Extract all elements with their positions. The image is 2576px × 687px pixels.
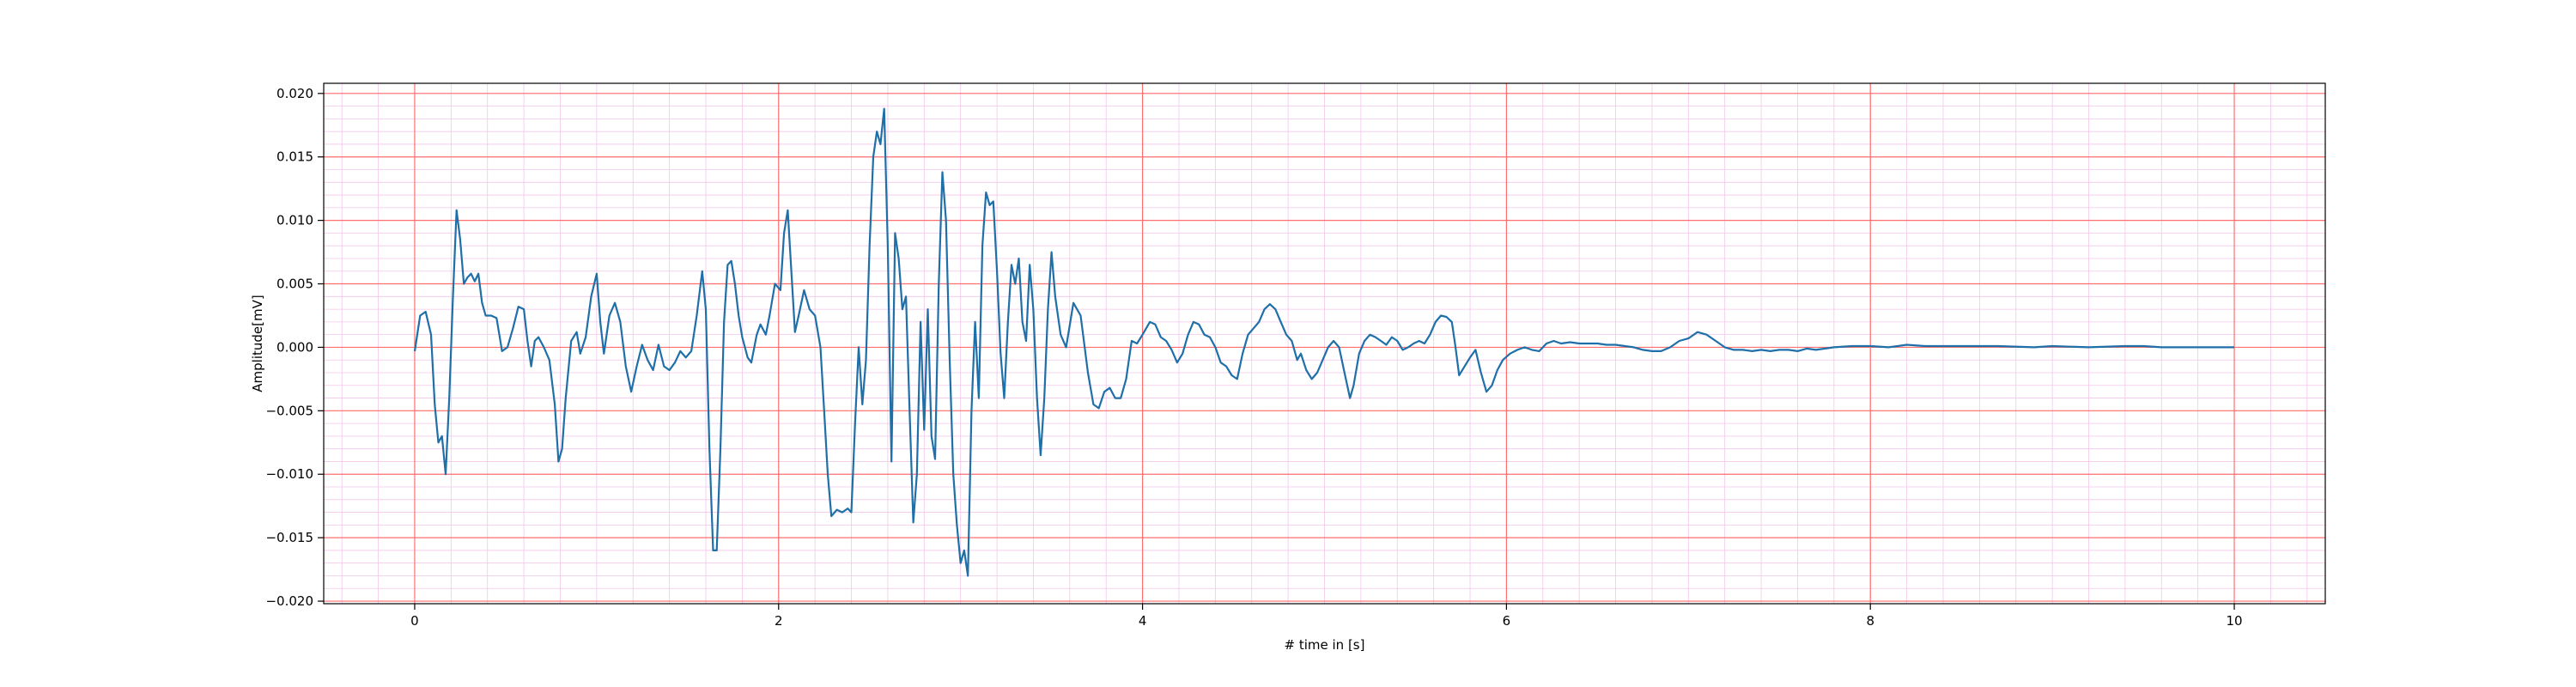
y-tick-label: −0.005 — [265, 403, 313, 418]
x-tick-label: 4 — [1139, 613, 1147, 629]
x-tick-label: 2 — [775, 613, 783, 629]
x-tick-label: 6 — [1503, 613, 1511, 629]
y-tick-label: −0.020 — [265, 593, 313, 609]
x-tick-label: 8 — [1866, 613, 1874, 629]
y-tick-label: 0.015 — [276, 149, 313, 165]
series-line — [413, 107, 2234, 577]
plot-frame — [323, 82, 2326, 605]
y-tick-label: −0.015 — [265, 530, 313, 545]
y-tick-label: 0.000 — [276, 339, 313, 355]
y-tick-label: −0.010 — [265, 466, 313, 482]
x-axis: 0 2 4 6 8 10 — [410, 604, 2243, 629]
y-tick-label: 0.020 — [276, 86, 313, 101]
y-tick-label: 0.005 — [276, 277, 313, 292]
x-tick-label: 0 — [410, 613, 419, 629]
y-axis-title: Amplitude[mV] — [250, 295, 265, 392]
series-layer — [413, 107, 2234, 577]
major-grid — [324, 83, 2325, 604]
x-tick-label: 10 — [2226, 613, 2242, 629]
x-axis-title: # time in [s] — [1285, 637, 1365, 653]
y-tick-label: 0.010 — [276, 213, 313, 228]
y-axis: −0.020 −0.015 −0.010 −0.005 0.000 0.005 0.010 0… — [265, 86, 324, 609]
